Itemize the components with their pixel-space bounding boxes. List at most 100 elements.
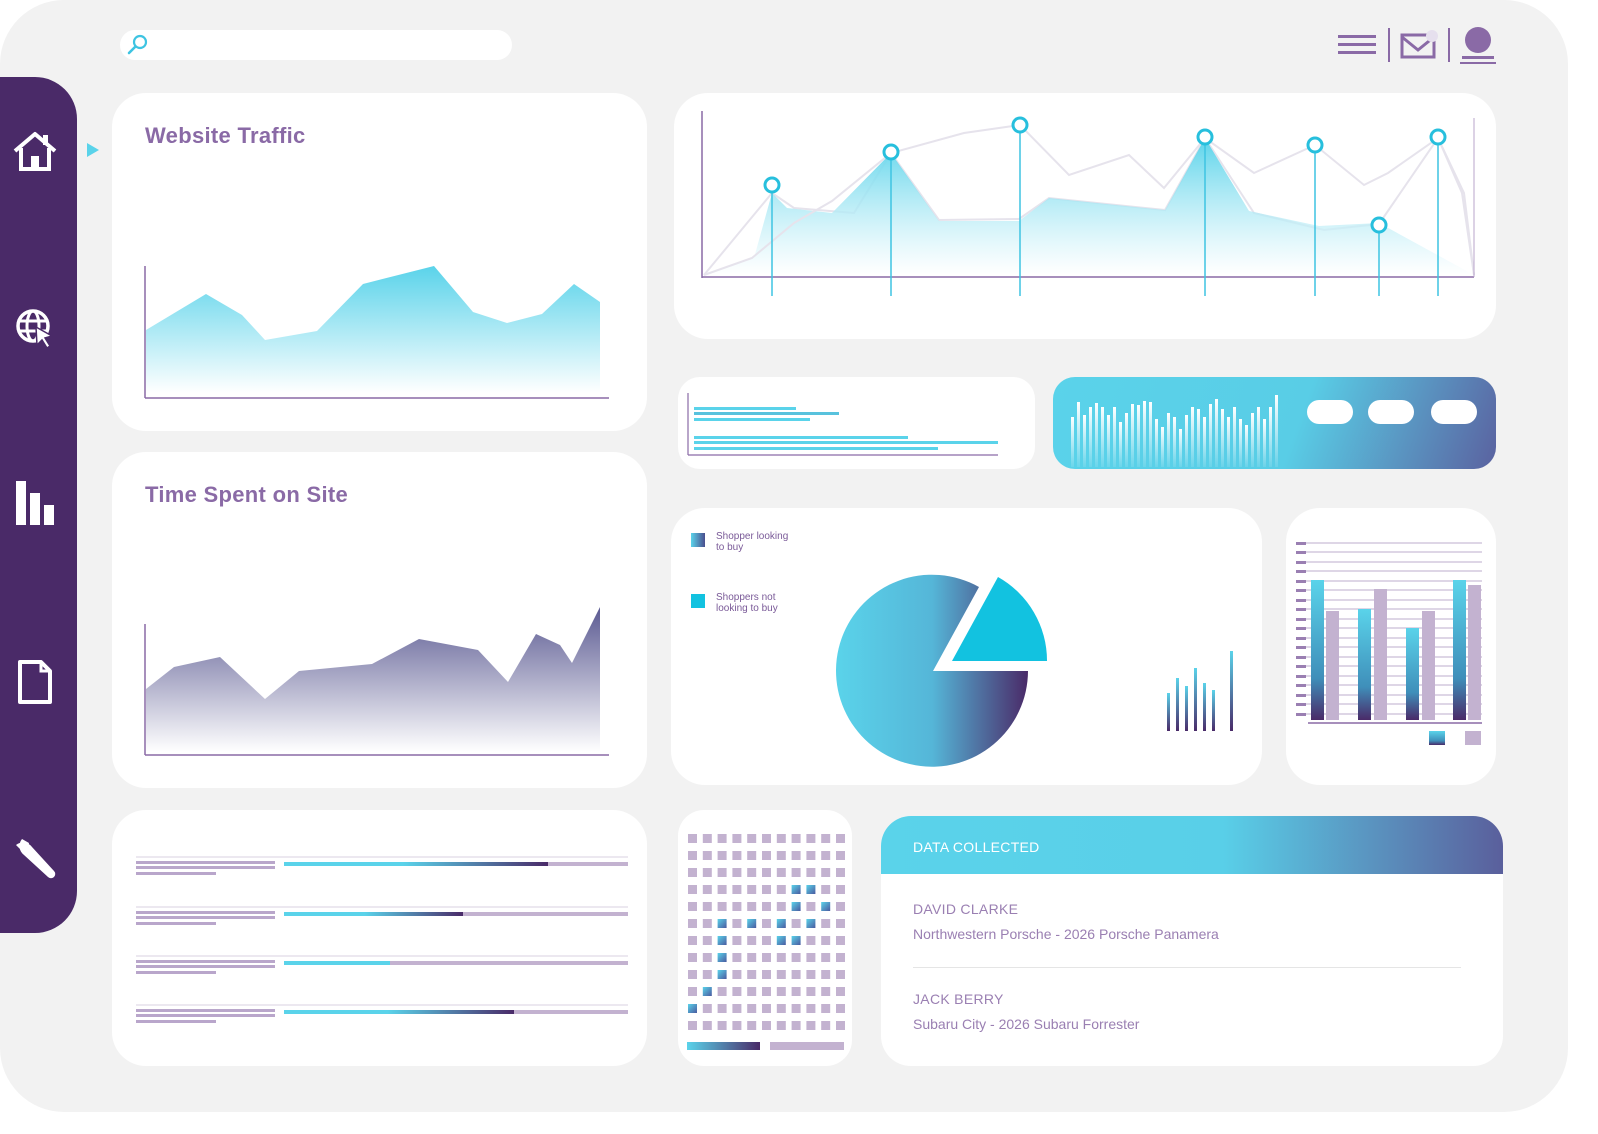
waffle-cell	[688, 1004, 697, 1013]
legend-swatch-non-buyers	[691, 594, 705, 608]
waffle-cell	[732, 885, 742, 894]
waffle-cell	[732, 919, 742, 928]
waffle-cell	[776, 885, 786, 894]
waffle-cell	[791, 902, 801, 911]
website-traffic-card: Website Traffic	[112, 93, 647, 431]
waffle-cell	[732, 851, 742, 860]
waffle-cell	[791, 868, 801, 877]
legend-swatch-series-b	[1465, 731, 1481, 745]
waffle-cell	[688, 834, 697, 843]
waffle-cell	[688, 970, 697, 979]
data-collected-header: DATA COLLECTED	[881, 816, 1503, 874]
waffle-cell	[806, 885, 816, 894]
data-point[interactable]	[1196, 128, 1214, 146]
waffle-cell	[688, 987, 697, 996]
dashboard-frame: Website Traffic Time Spent on Site	[0, 0, 1568, 1112]
waffle-cell	[747, 970, 757, 979]
waffle-cell	[688, 953, 697, 962]
waffle-cell	[717, 834, 727, 843]
bar-series-b	[1468, 585, 1481, 720]
waffle-cell	[806, 919, 816, 928]
data-point[interactable]	[763, 176, 781, 194]
waffle-cell	[702, 953, 712, 962]
progress-bars	[136, 856, 628, 1023]
data-point[interactable]	[882, 143, 900, 161]
waffle-cell	[747, 936, 757, 945]
progress-row	[136, 1004, 628, 1023]
waffle-cell	[821, 987, 831, 996]
sidebar	[0, 77, 77, 933]
legend-swatch-buyers	[691, 533, 705, 547]
waffle-cell	[747, 902, 757, 911]
data-point[interactable]	[1011, 116, 1029, 134]
waffle-cell	[821, 885, 831, 894]
lead-name[interactable]: DAVID CLARKE	[913, 901, 1019, 917]
waffle-cell	[702, 902, 712, 911]
waffle-cell	[806, 987, 816, 996]
waffle-cell	[732, 868, 742, 877]
waffle-cell	[762, 919, 771, 928]
waffle-cell	[776, 970, 786, 979]
pie-slice-buyers[interactable]	[836, 574, 1028, 767]
bar-series-a	[1311, 580, 1324, 720]
traffic-area	[146, 266, 600, 393]
waffle-cell	[836, 953, 845, 962]
waffle-cell	[821, 834, 831, 843]
pie-slice-non-buyers[interactable]	[952, 577, 1048, 661]
data-point[interactable]	[1429, 128, 1447, 146]
waffle-grid	[687, 834, 845, 1050]
waffle-cell	[836, 1021, 845, 1030]
waffle-cell	[791, 851, 801, 860]
waffle-legend-bar	[770, 1042, 844, 1050]
waffle-cell	[688, 885, 697, 894]
waffle-cell	[791, 919, 801, 928]
engagement-line-chart	[701, 111, 1475, 296]
data-point[interactable]	[1306, 136, 1324, 154]
waffle-cell	[791, 1004, 801, 1013]
wrench-icon[interactable]	[12, 835, 58, 881]
waffle-cell	[776, 851, 786, 860]
time-spent-area	[146, 607, 600, 752]
waffle-cell	[776, 902, 786, 911]
waffle-cell	[821, 1004, 831, 1013]
bar	[694, 447, 938, 450]
search-icon[interactable]	[124, 33, 150, 57]
filter-pill[interactable]	[1368, 400, 1414, 424]
bar-chart-icon[interactable]	[12, 479, 58, 525]
globe-cursor-icon[interactable]	[12, 305, 58, 351]
time-spent-card: Time Spent on Site	[112, 452, 647, 788]
waffle-cell	[791, 834, 801, 843]
waffle-cell	[762, 868, 771, 877]
waffle-cell	[732, 936, 742, 945]
lead-name[interactable]: JACK BERRY	[913, 991, 1004, 1007]
waffle-cell	[791, 987, 801, 996]
waffle-cell	[762, 1004, 771, 1013]
home-icon[interactable]	[12, 129, 58, 175]
progress-list-card	[112, 810, 647, 1066]
menu-icon[interactable]	[1336, 32, 1378, 58]
waffle-cell	[747, 953, 757, 962]
bar	[694, 418, 810, 421]
data-point[interactable]	[1370, 216, 1388, 234]
bar	[694, 436, 908, 439]
bar-series-b	[1374, 589, 1387, 720]
waffle-cell	[747, 987, 757, 996]
waffle-cell	[747, 1021, 757, 1030]
waffle-cell	[717, 1004, 727, 1013]
grouped-bar-chart	[1296, 542, 1482, 745]
waffle-cell	[702, 1021, 712, 1030]
waffle-cell	[732, 902, 742, 911]
waffle-cell	[717, 919, 727, 928]
waffle-cell	[821, 1021, 831, 1030]
primary-series-area	[704, 138, 1474, 275]
search-bar[interactable]	[120, 30, 512, 60]
waffle-cell	[762, 902, 771, 911]
user-icon[interactable]	[1456, 24, 1500, 68]
document-icon[interactable]	[12, 659, 58, 705]
waffle-cell	[717, 902, 727, 911]
legend-label-buyers: Shopper looking to buy	[716, 531, 789, 553]
mail-icon[interactable]	[1398, 26, 1442, 62]
waffle-cell	[747, 834, 757, 843]
filter-pill[interactable]	[1431, 400, 1477, 424]
filter-pill[interactable]	[1307, 400, 1353, 424]
